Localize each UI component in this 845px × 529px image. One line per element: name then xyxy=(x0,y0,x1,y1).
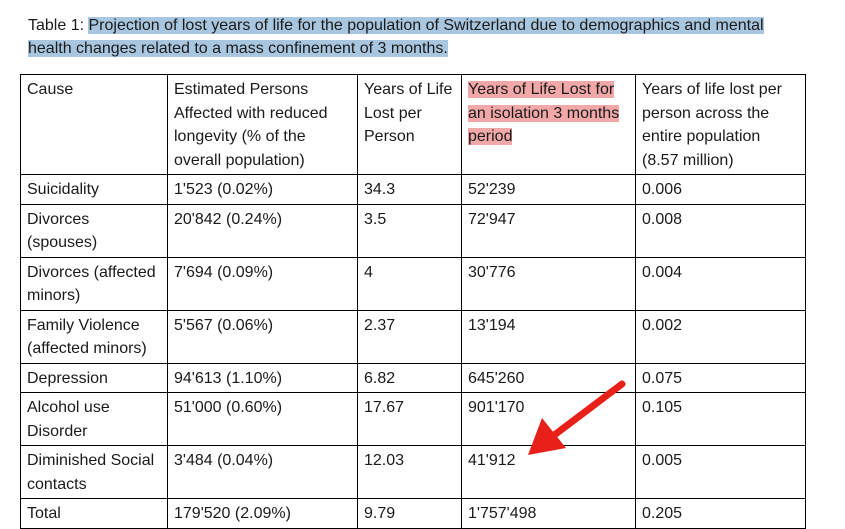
cell-persons: 51'000 (0.60%) xyxy=(167,392,358,446)
cell-years-population: 0.002 xyxy=(635,309,806,364)
cell-persons: 20'842 (0.24%) xyxy=(167,203,358,258)
cell-cause: Alcohol use Disorder xyxy=(20,392,168,446)
header-years-per-person: Years of Life Lost per Person xyxy=(357,74,462,175)
cell-cause: Family Violence (affected minors) xyxy=(20,309,168,364)
cell-years-per-person: 34.3 xyxy=(357,174,462,205)
cell-years-population: 0.205 xyxy=(635,498,806,529)
cell-years-lost: 645'260 xyxy=(461,362,636,393)
table-row: Divorces (affected minors) 7'694 (0.09%)… xyxy=(20,256,806,311)
cell-years-population: 0.008 xyxy=(635,203,806,258)
cell-years-lost: 41'912 xyxy=(461,445,636,499)
cell-persons: 5'567 (0.06%) xyxy=(167,309,358,364)
cell-years-lost: 901'170 xyxy=(461,392,636,446)
table-caption: Table 1: Projection of lost years of lif… xyxy=(28,14,788,60)
header-persons-affected: Estimated Persons Affected with reduced … xyxy=(167,74,358,175)
table-row: Family Violence (affected minors) 5'567 … xyxy=(20,309,806,364)
cell-cause: Diminished Social contacts xyxy=(20,445,168,499)
table-row: Depression 94'613 (1.10%) 6.82 645'260 0… xyxy=(20,362,806,393)
cell-persons: 1'523 (0.02%) xyxy=(167,174,358,205)
cell-years-per-person: 2.37 xyxy=(357,309,462,364)
cell-years-per-person: 17.67 xyxy=(357,392,462,446)
cell-cause: Divorces (affected minors) xyxy=(20,256,168,311)
header-years-across-population: Years of life lost per person across the… xyxy=(635,74,806,175)
caption-prefix: Table 1: xyxy=(28,17,89,34)
cell-years-per-person: 3.5 xyxy=(357,203,462,258)
cell-cause: Divorces (spouses) xyxy=(20,203,168,258)
table-row: Alcohol use Disorder 51'000 (0.60%) 17.6… xyxy=(20,392,806,446)
cell-years-per-person: 4 xyxy=(357,256,462,311)
cell-years-lost: 52'239 xyxy=(461,174,636,205)
cell-persons: 7'694 (0.09%) xyxy=(167,256,358,311)
table-row: Divorces (spouses) 20'842 (0.24%) 3.5 72… xyxy=(20,203,806,258)
data-table: Cause Estimated Persons Affected with re… xyxy=(20,74,806,529)
cell-persons: 179'520 (2.09%) xyxy=(167,498,358,529)
cell-cause: Total xyxy=(20,498,168,529)
cell-persons: 3'484 (0.04%) xyxy=(167,445,358,499)
cell-years-lost: 1'757'498 xyxy=(461,498,636,529)
total-row: Total 179'520 (2.09%) 9.79 1'757'498 0.2… xyxy=(20,498,806,529)
header-row: Cause Estimated Persons Affected with re… xyxy=(20,74,806,175)
cell-years-lost: 30'776 xyxy=(461,256,636,311)
cell-years-population: 0.075 xyxy=(635,362,806,393)
cell-cause: Suicidality xyxy=(20,174,168,205)
cell-years-population: 0.005 xyxy=(635,445,806,499)
header-cause: Cause xyxy=(20,74,168,175)
cell-years-lost: 72'947 xyxy=(461,203,636,258)
cell-years-per-person: 6.82 xyxy=(357,362,462,393)
table-row: Suicidality 1'523 (0.02%) 34.3 52'239 0.… xyxy=(20,174,806,205)
cell-cause: Depression xyxy=(20,362,168,393)
cell-years-population: 0.004 xyxy=(635,256,806,311)
cell-years-population: 0.006 xyxy=(635,174,806,205)
cell-years-population: 0.105 xyxy=(635,392,806,446)
header-years-lost-isolation: Years of Life Lost for an isolation 3 mo… xyxy=(461,74,636,175)
caption-text: Projection of lost years of life for the… xyxy=(28,17,764,57)
cell-years-lost: 13'194 xyxy=(461,309,636,364)
table-row: Diminished Social contacts 3'484 (0.04%)… xyxy=(20,445,806,499)
cell-years-per-person: 12.03 xyxy=(357,445,462,499)
cell-persons: 94'613 (1.10%) xyxy=(167,362,358,393)
cell-years-per-person: 9.79 xyxy=(357,498,462,529)
